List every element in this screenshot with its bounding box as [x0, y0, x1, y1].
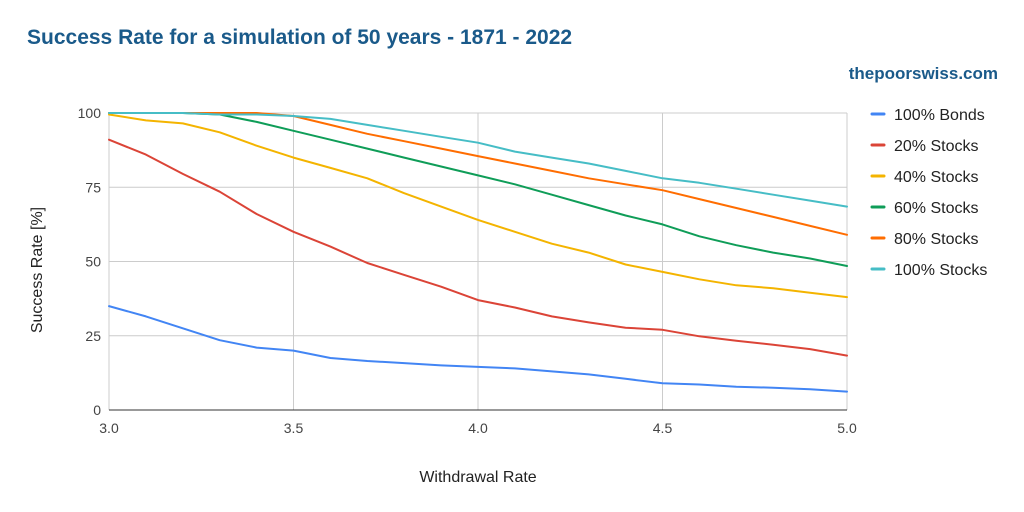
series-line-100-bonds: [108, 305, 848, 393]
legend-label-40-stocks: 40% Stocks: [894, 169, 978, 186]
series-line-60-stocks: [108, 112, 848, 267]
series-line-100-stocks: [108, 112, 848, 208]
y-axis-title: Success Rate [%]: [29, 207, 46, 333]
y-tick-label: 25: [85, 328, 101, 344]
y-tick-label: 100: [78, 105, 102, 121]
x-tick-label: 3.0: [99, 420, 119, 436]
chart-title: Success Rate for a simulation of 50 year…: [27, 26, 573, 49]
x-tick-label: 5.0: [837, 420, 857, 436]
series-line-40-stocks: [108, 113, 848, 299]
x-tick-label: 4.0: [468, 420, 488, 436]
x-tick-label: 4.5: [653, 420, 673, 436]
gridlines: [108, 112, 848, 411]
series-line-20-stocks: [108, 138, 848, 357]
legend-label-60-stocks: 60% Stocks: [894, 200, 978, 217]
series-lines: [108, 112, 848, 393]
site-watermark: thepoorswiss.com: [848, 64, 998, 83]
axes: 0 25 50 75 100 3.0 3.5 4.0 4.5 5.0: [78, 105, 857, 436]
y-tick-label: 50: [85, 254, 101, 270]
legend: 100% Bonds 20% Stocks 40% Stocks 60% Stocks…: [870, 107, 987, 279]
y-tick-label: 75: [85, 179, 101, 195]
x-axis-title: Withdrawal Rate: [419, 469, 536, 486]
legend-label-80-stocks: 80% Stocks: [894, 231, 978, 248]
x-tick-label: 3.5: [284, 420, 304, 436]
series-line-80-stocks: [108, 112, 848, 236]
legend-label-20-stocks: 20% Stocks: [894, 138, 978, 155]
y-tick-label: 0: [93, 402, 101, 418]
legend-label-100-stocks: 100% Stocks: [894, 262, 987, 279]
legend-label-100-bonds: 100% Bonds: [894, 107, 985, 124]
